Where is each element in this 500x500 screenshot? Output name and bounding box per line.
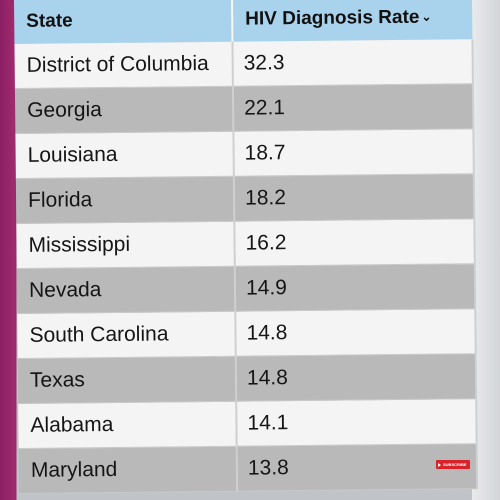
- hiv-rate-table: State HIV Diagnosis Rate ⌄ District of Co…: [14, 0, 478, 494]
- subscribe-label: SUBSCRIBE: [443, 462, 467, 467]
- subscribe-button[interactable]: SUBSCRIBE: [436, 460, 470, 469]
- table-row: Georgia 22.1: [14, 83, 474, 134]
- column-header-rate[interactable]: HIV Diagnosis Rate ⌄: [231, 0, 473, 42]
- rate-cell: 18.2: [233, 173, 475, 222]
- table-row: Nevada 14.9: [16, 263, 476, 314]
- state-cell: Georgia: [14, 86, 234, 134]
- table-row: Florida 18.2: [15, 173, 475, 224]
- table-row: Mississippi 16.2: [16, 218, 475, 269]
- rate-cell: 22.1: [232, 83, 474, 132]
- column-header-state-label: State: [26, 10, 73, 32]
- table-row: Louisiana 18.7: [15, 128, 474, 179]
- rate-cell: 14.8: [235, 353, 477, 402]
- table-row: South Carolina 14.8: [17, 308, 476, 359]
- table-row: Alabama 14.1: [18, 398, 477, 449]
- table-header-row: State HIV Diagnosis Rate ⌄: [14, 0, 473, 44]
- rate-cell: 14.8: [235, 308, 476, 357]
- rate-cell: 18.7: [233, 128, 474, 177]
- rate-cell: 14.9: [234, 263, 476, 312]
- hiv-rate-table-container: State HIV Diagnosis Rate ⌄ District of Co…: [14, 0, 478, 500]
- column-header-rate-label: HIV Diagnosis Rate: [245, 6, 420, 30]
- column-header-state[interactable]: State: [14, 0, 233, 44]
- table-row: Texas 14.8: [17, 353, 477, 404]
- state-cell: Nevada: [16, 266, 236, 314]
- play-icon: [438, 462, 441, 467]
- sort-descending-icon[interactable]: ⌄: [421, 9, 432, 24]
- table-row: Maryland 13.8: [18, 443, 478, 494]
- state-cell: District of Columbia: [14, 41, 233, 89]
- state-cell: South Carolina: [17, 311, 236, 359]
- table-row: District of Columbia 32.3: [14, 39, 473, 89]
- state-cell: Alabama: [18, 401, 237, 449]
- background-edge: [472, 0, 500, 500]
- state-cell: Mississippi: [16, 221, 235, 269]
- state-cell: Texas: [17, 356, 237, 404]
- rate-cell: 32.3: [232, 39, 473, 87]
- rate-cell: 16.2: [234, 218, 475, 267]
- state-cell: Maryland: [18, 446, 238, 494]
- rate-cell: 14.1: [236, 398, 477, 447]
- state-cell: Florida: [15, 176, 235, 224]
- state-cell: Louisiana: [15, 131, 234, 179]
